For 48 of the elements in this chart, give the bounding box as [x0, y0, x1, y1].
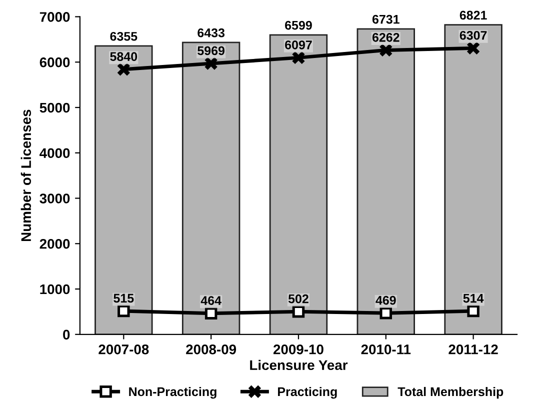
data-label: 5969	[198, 46, 225, 56]
x-tick-label: 2008-09	[186, 344, 236, 354]
point	[378, 43, 393, 58]
legend-label: Total Membership	[398, 386, 504, 399]
data-label: 5840	[110, 52, 138, 61]
bar	[356, 28, 415, 334]
data-label: 502	[288, 294, 308, 304]
y-tick-label: 1000	[40, 284, 70, 294]
data-label: 6599	[285, 20, 312, 30]
y-tick-label: 4000	[40, 148, 70, 158]
y-tick-label: 0	[63, 330, 70, 340]
data-label: 469	[376, 296, 396, 305]
y-tick-label: 2000	[40, 238, 70, 249]
x-tick-label: 2009-10	[273, 344, 324, 354]
legend-label: Non-Practicing	[129, 386, 216, 399]
bar	[94, 45, 153, 334]
data-label: 6731	[372, 14, 400, 24]
point	[380, 307, 392, 320]
data-label: 515	[114, 294, 134, 303]
y-tick-label: 7000	[40, 12, 70, 22]
y-tick-label: 6000	[40, 57, 70, 68]
data-label: 6433	[198, 28, 225, 38]
point	[204, 307, 218, 320]
data-label: 6097	[285, 40, 312, 50]
bar	[444, 24, 502, 334]
point	[466, 41, 480, 56]
bar	[269, 34, 328, 334]
x-axis-title: Licensure Year	[250, 360, 348, 370]
point	[204, 56, 218, 70]
x-tick-label: 2011-12	[448, 344, 498, 354]
data-label: 514	[463, 294, 484, 303]
x-tick-label: 2010-11	[361, 344, 411, 354]
y-tick-label: 5000	[40, 102, 70, 113]
point	[467, 304, 480, 318]
data-label: 6355	[110, 32, 138, 41]
y-axis-title: Number of Licenses	[20, 110, 32, 242]
point	[292, 50, 306, 65]
data-label: 6821	[460, 10, 487, 20]
data-label: 6262	[372, 32, 400, 42]
x-tick-label: 2007-08	[98, 344, 149, 354]
data-label: 464	[200, 296, 222, 305]
legend-label: Practicing	[278, 386, 337, 399]
y-tick-label: 3000	[40, 194, 70, 204]
point	[118, 304, 130, 318]
bar	[182, 42, 240, 334]
point	[116, 62, 131, 76]
data-label: 6307	[460, 30, 487, 40]
point	[292, 306, 305, 318]
